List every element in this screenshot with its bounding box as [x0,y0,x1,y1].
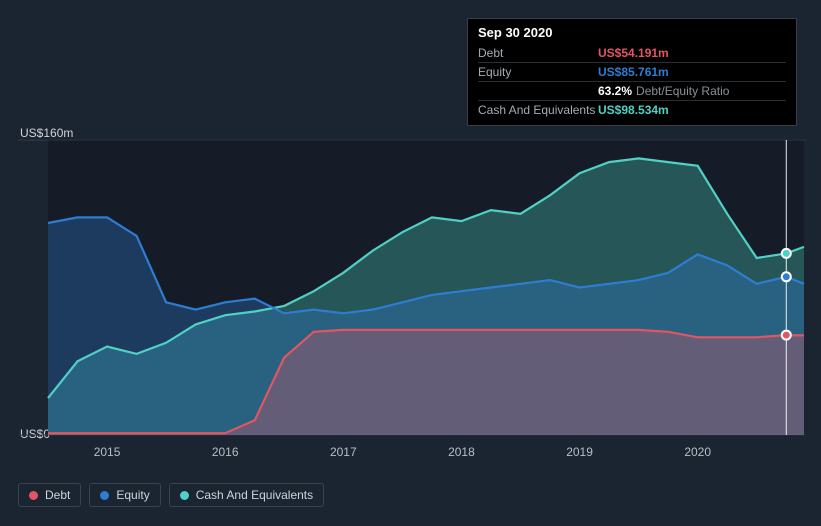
legend-label: Equity [116,488,149,502]
tooltip-row-label: Cash And Equivalents [478,103,598,117]
tooltip-row-value: US$98.534m [598,103,669,117]
tooltip-row-value: 63.2% [598,84,632,98]
legend-dot-icon [29,491,38,500]
legend-dot-icon [180,491,189,500]
x-tick: 2016 [212,445,239,459]
tooltip-row: EquityUS$85.761m [478,62,786,81]
tooltip-row-label: Equity [478,65,598,79]
legend-item-debt[interactable]: Debt [18,483,81,507]
tooltip-row: Cash And EquivalentsUS$98.534m [478,100,786,119]
x-tick: 2017 [330,445,357,459]
legend-label: Debt [45,488,70,502]
legend-label: Cash And Equivalents [196,488,313,502]
hover-tooltip: Sep 30 2020 DebtUS$54.191mEquityUS$85.76… [467,18,797,126]
tooltip-row-label: Debt [478,46,598,60]
x-tick: 2020 [684,445,711,459]
x-tick: 2015 [94,445,121,459]
tooltip-row-value: US$85.761m [598,65,669,79]
tooltip-title: Sep 30 2020 [478,25,786,40]
tooltip-row: 63.2%Debt/Equity Ratio [478,81,786,100]
tooltip-row-value: US$54.191m [598,46,669,60]
tooltip-row: DebtUS$54.191m [478,44,786,62]
legend-item-equity[interactable]: Equity [89,483,160,507]
legend-item-cash[interactable]: Cash And Equivalents [169,483,324,507]
legend: Debt Equity Cash And Equivalents [18,483,324,507]
x-tick: 2019 [566,445,593,459]
x-tick: 2018 [448,445,475,459]
legend-dot-icon [100,491,109,500]
